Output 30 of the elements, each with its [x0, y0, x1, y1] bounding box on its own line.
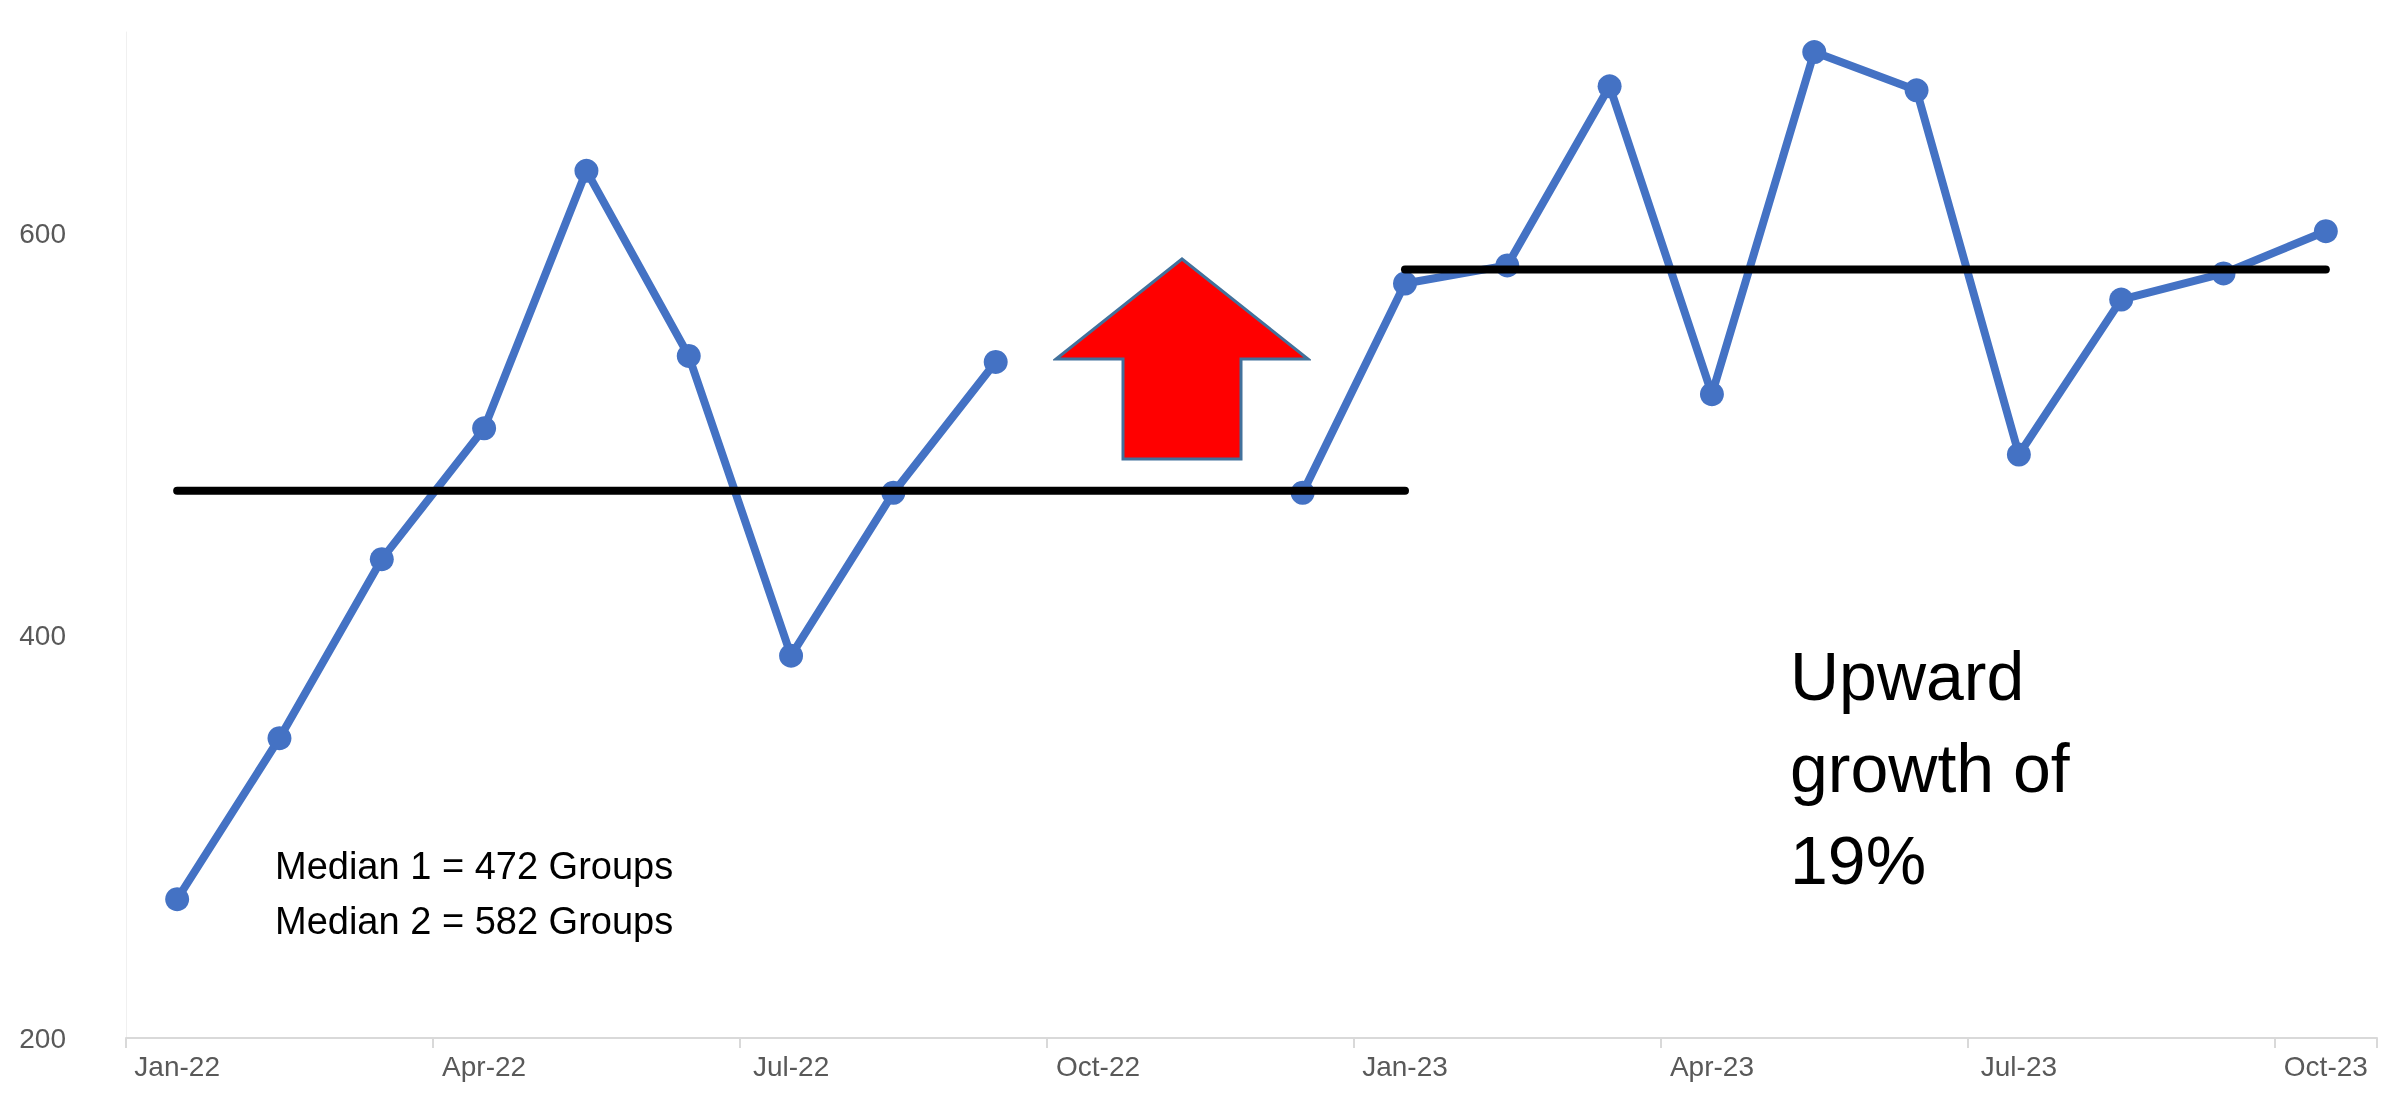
x-tick-label: Apr-22	[442, 1050, 527, 1082]
point	[676, 343, 701, 368]
annotation: Median 2 = 582 Groups	[275, 899, 674, 942]
point	[2313, 219, 2338, 244]
annotation: Upward growth of 19%	[1790, 637, 2089, 898]
y-tick-label: 600	[19, 217, 66, 249]
point	[1802, 40, 1827, 65]
point	[267, 726, 292, 751]
point	[1393, 271, 1417, 296]
y-tick-label: 400	[19, 620, 66, 652]
annotation: Median 1 = 472 Groups	[275, 844, 674, 887]
x-tick-label: Oct-22	[1056, 1050, 1141, 1082]
point	[574, 158, 599, 183]
point	[1597, 74, 1622, 99]
point	[779, 643, 804, 668]
point	[1904, 78, 1929, 103]
y-tick-label: 200	[19, 1022, 66, 1054]
x-tick-label: Apr-23	[1669, 1050, 1754, 1082]
point	[2109, 287, 2134, 312]
x-tick-label: Jan-22	[134, 1050, 220, 1082]
x-tick-label: Jul-23	[1980, 1050, 2058, 1082]
x-tick-label: Jan-23	[1362, 1050, 1448, 1082]
x-tick-label: Oct-23	[2283, 1050, 2368, 1082]
point	[983, 349, 1008, 374]
point	[165, 887, 190, 912]
point	[2006, 442, 2031, 467]
x-tick-label: Jul-22	[752, 1050, 830, 1082]
point	[472, 416, 497, 441]
point	[1699, 382, 1724, 407]
point	[369, 547, 394, 572]
